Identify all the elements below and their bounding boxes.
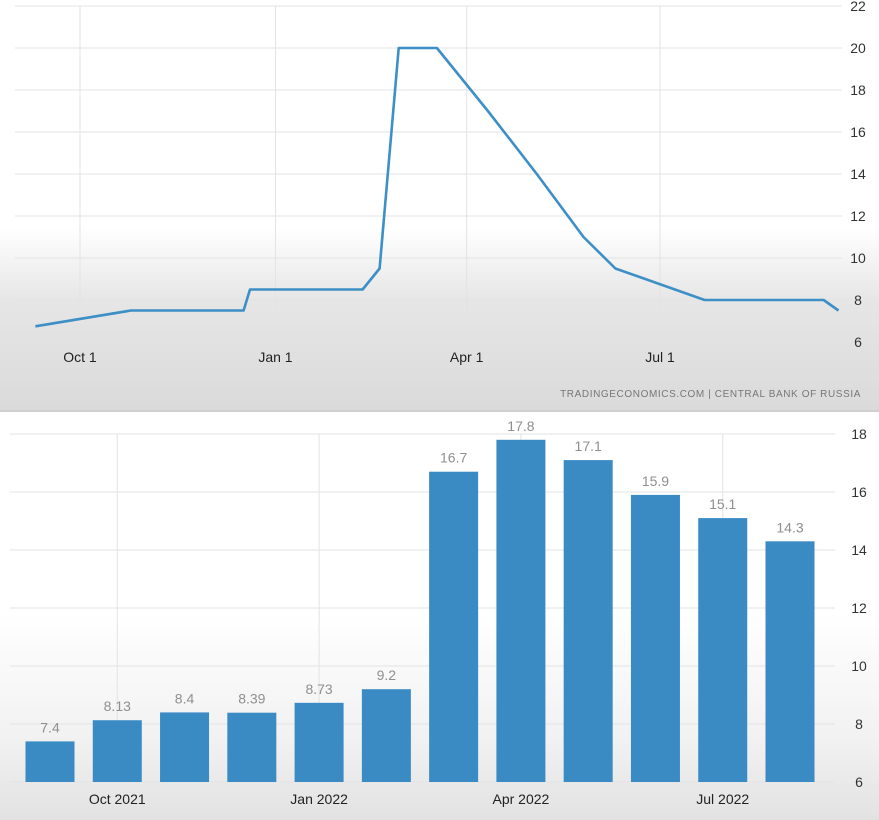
y-tick-label: 14 — [851, 542, 867, 558]
y-tick-label: 16 — [851, 484, 867, 500]
bar-value-label: 15.1 — [709, 496, 736, 512]
bar-jul-2022 — [698, 518, 748, 782]
bar-feb-2022 — [361, 689, 411, 782]
inflation-bar-chart-panel: Oct 2021 Jan 2022 Apr 2022 Jul 2022 7.4 8.13 8… — [0, 412, 879, 820]
bar-value-label: 7.4 — [40, 719, 60, 735]
bar-value-label: 15.9 — [642, 473, 669, 489]
y-tick-label: 18 — [851, 426, 867, 442]
y-tick-label: 12 — [850, 208, 866, 224]
x-tick-label: Apr 1 — [450, 349, 484, 365]
bar-sep-2021 — [25, 741, 75, 782]
bar-aug-2022 — [765, 541, 815, 782]
y-tick-label: 10 — [851, 658, 867, 674]
bar-dec-2021 — [227, 712, 277, 782]
x-tick-label: Jan 1 — [258, 349, 292, 365]
bar-mar-2022 — [429, 471, 479, 782]
interest-rate-line-chart-panel: Oct 1 Jan 1 Apr 1 Jul 1 6 8 10 12 14 16 18 20 22 TRA… — [0, 0, 879, 412]
bar-apr-2022 — [496, 439, 546, 782]
bar-chart: Oct 2021 Jan 2022 Apr 2022 Jul 2022 7.4 8.13 8… — [10, 418, 867, 807]
y-tick-label: 6 — [855, 774, 863, 790]
y-tick-label: 16 — [850, 124, 866, 140]
bar-value-label: 16.7 — [440, 450, 467, 466]
y-tick-label: 14 — [850, 166, 866, 182]
y-tick-label: 8 — [854, 292, 862, 308]
bar-value-label: 17.1 — [575, 438, 602, 454]
x-tick-label: Jul 2022 — [696, 791, 749, 807]
bar-may-2022 — [563, 460, 613, 782]
bar-value-label: 14.3 — [776, 519, 803, 535]
bar-jan-2022 — [294, 702, 344, 782]
bar-value-label: 8.13 — [104, 698, 131, 714]
bar-value-label: 17.8 — [507, 418, 534, 434]
bar-jun-2022 — [630, 494, 680, 782]
y-tick-label: 10 — [850, 250, 866, 266]
bar-value-label: 8.4 — [175, 690, 195, 706]
rate-series-line — [35, 46, 840, 328]
y-tick-label: 6 — [854, 334, 862, 350]
bar-oct-2021 — [92, 720, 142, 782]
y-tick-label: 8 — [855, 716, 863, 732]
y-tick-label: 20 — [850, 40, 866, 56]
y-tick-label: 12 — [851, 600, 867, 616]
x-tick-label: Jan 2022 — [290, 791, 348, 807]
source-note: TRADINGECONOMICS.COM | CENTRAL BANK OF R… — [560, 389, 861, 400]
bar-value-label: 8.39 — [238, 691, 265, 707]
y-tick-label: 22 — [850, 0, 866, 14]
y-tick-label: 18 — [850, 82, 866, 98]
bar-value-label: 8.73 — [305, 681, 332, 697]
x-tick-label: Oct 1 — [63, 349, 97, 365]
bar-nov-2021 — [160, 712, 210, 782]
line-chart: Oct 1 Jan 1 Apr 1 Jul 1 6 8 10 12 14 16 18 20 22 — [15, 0, 866, 365]
x-tick-label: Jul 1 — [645, 349, 675, 365]
x-tick-label: Oct 2021 — [89, 791, 146, 807]
x-tick-label: Apr 2022 — [492, 791, 549, 807]
bar-value-label: 9.2 — [377, 667, 397, 683]
